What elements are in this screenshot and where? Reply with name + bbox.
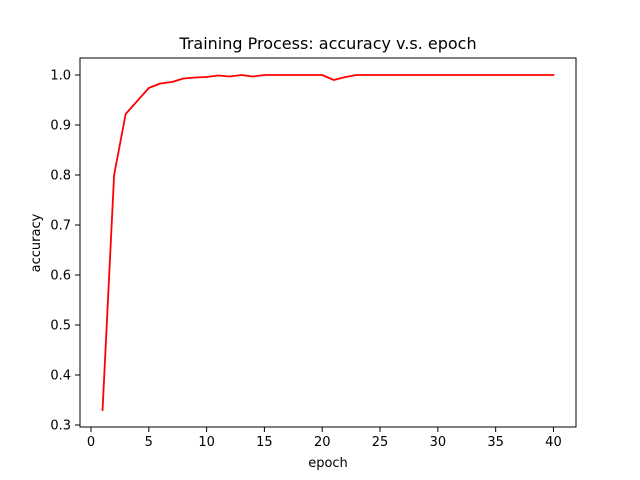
y-tick-label: 1.0 [50, 69, 71, 84]
y-tick-label: 0.4 [50, 369, 71, 384]
x-axis-label: epoch [308, 456, 348, 471]
y-tick-label: 0.9 [50, 119, 71, 134]
x-tick-label: 25 [372, 435, 389, 450]
x-tick-label: 5 [145, 435, 153, 450]
y-tick-label: 0.8 [50, 169, 71, 184]
plot-frame [79, 57, 577, 428]
plot-area [79, 57, 577, 428]
y-tick-label: 0.7 [50, 219, 71, 234]
x-tick-label: 40 [545, 435, 562, 450]
y-tick-label: 0.3 [50, 419, 71, 434]
x-tick-label: 35 [487, 435, 504, 450]
x-axis: 0 5 10 15 20 25 30 35 40 [87, 427, 562, 450]
x-tick-label: 0 [87, 435, 95, 450]
x-tick-label: 10 [198, 435, 215, 450]
y-axis-label: accuracy [29, 213, 44, 272]
series-line-0 [101, 74, 555, 411]
x-tick-label: 15 [256, 435, 273, 450]
x-tick-label: 20 [314, 435, 331, 450]
chart-title: Training Process: accuracy v.s. epoch [178, 34, 476, 53]
y-tick-label: 0.6 [50, 269, 71, 284]
x-tick-label: 30 [430, 435, 447, 450]
y-axis: 0.3 0.4 0.5 0.6 0.7 0.8 0.9 1.0 [50, 69, 80, 434]
y-tick-label: 0.5 [50, 319, 71, 334]
